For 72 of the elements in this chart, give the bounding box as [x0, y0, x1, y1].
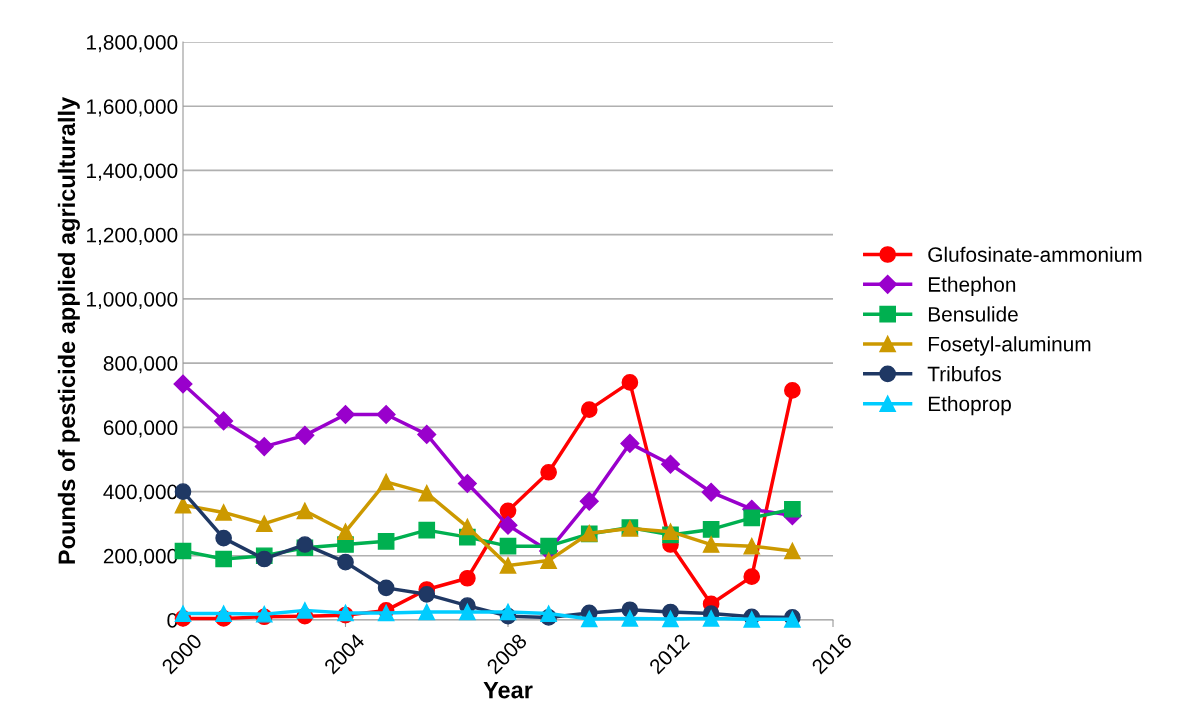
point — [215, 605, 232, 622]
point — [214, 411, 234, 431]
point — [784, 542, 801, 560]
legend-label: Ethoprop — [928, 395, 1011, 416]
point — [621, 610, 639, 627]
point — [296, 536, 314, 553]
point — [215, 504, 232, 521]
point — [255, 515, 273, 533]
point — [499, 502, 517, 520]
point — [254, 437, 274, 457]
point — [580, 401, 598, 419]
y-tick-label: 1,400,000 — [87, 163, 178, 181]
point — [701, 482, 721, 502]
legend-label: Ethephon — [928, 276, 1016, 296]
y-tick-label: 200,000 — [103, 548, 178, 566]
x-axis-title: Year — [483, 681, 533, 699]
point — [499, 557, 517, 574]
y-tick-label: 1,000,000 — [87, 291, 178, 310]
point — [743, 537, 761, 555]
point — [377, 579, 395, 597]
point — [784, 500, 801, 518]
point — [499, 537, 517, 555]
point — [540, 537, 557, 555]
point — [215, 550, 232, 568]
y-tick-label: 600,000 — [103, 420, 178, 438]
point — [540, 463, 557, 481]
point — [457, 473, 477, 494]
point — [296, 602, 314, 619]
point — [743, 568, 761, 585]
point — [335, 404, 356, 425]
legend-label: Bensulide — [928, 306, 1018, 322]
point — [459, 518, 476, 536]
point — [418, 603, 436, 621]
point — [295, 425, 315, 445]
point — [621, 374, 639, 391]
y-axis-title: Pounds of pesticide applied agriculturally — [57, 96, 80, 564]
point — [784, 382, 801, 399]
point — [662, 610, 679, 628]
point — [418, 484, 436, 502]
point — [459, 569, 476, 587]
y-tick-label: 1,600,000 — [87, 99, 178, 117]
point — [540, 605, 557, 622]
point — [377, 532, 395, 550]
point — [498, 515, 518, 535]
point — [418, 521, 436, 539]
point — [459, 603, 476, 621]
point — [579, 491, 599, 511]
point — [337, 523, 354, 541]
y-tick-label: 400,000 — [103, 484, 178, 502]
point — [296, 502, 314, 520]
point — [499, 603, 517, 621]
point — [702, 536, 720, 553]
point — [660, 454, 681, 474]
point — [173, 374, 193, 394]
point — [580, 610, 598, 628]
point — [418, 585, 436, 603]
point — [540, 552, 557, 569]
point — [417, 424, 437, 444]
legend-label: Tribufos — [927, 366, 1001, 382]
legend-label: Fosetyl-aluminum — [928, 336, 1091, 356]
point — [337, 553, 354, 571]
point — [376, 404, 396, 425]
y-tick-label: 1,200,000 — [87, 227, 178, 245]
point — [377, 473, 395, 491]
point — [743, 509, 761, 527]
point — [215, 529, 232, 547]
y-tick-label: 800,000 — [103, 356, 178, 374]
point — [702, 521, 720, 538]
point — [620, 433, 640, 453]
legend-label: Glufosinate-ammonium — [928, 246, 1142, 262]
point — [702, 610, 720, 627]
y-tick-label: 1,800,000 — [87, 35, 178, 53]
